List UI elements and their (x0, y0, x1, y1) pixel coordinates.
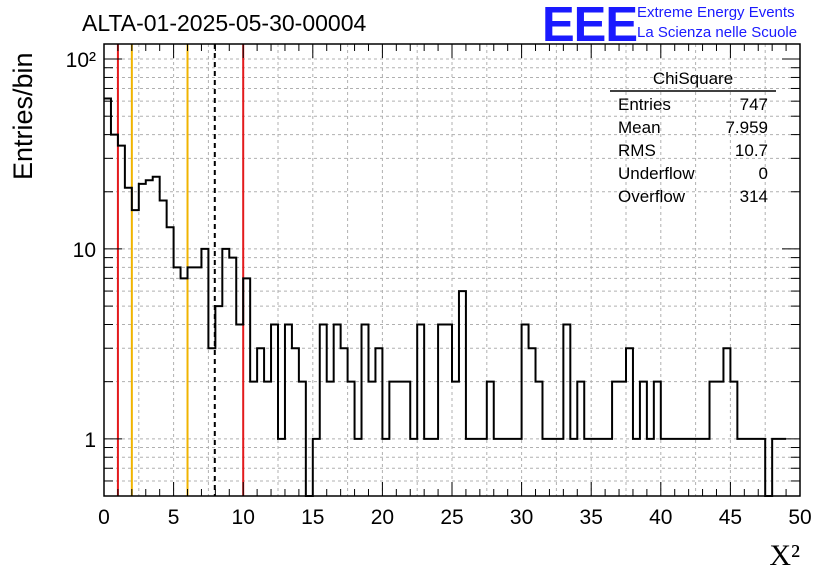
x-tick-label: 5 (168, 506, 180, 529)
x-tick-label: 45 (719, 506, 742, 529)
x-tick-label: 0 (98, 506, 110, 529)
y-tick-label: 10 (73, 239, 96, 262)
stats-box: ChiSquare Entries 747 Mean 7.959 RMS 10.7 Under… (610, 69, 776, 206)
stats-label: Underflow (618, 164, 695, 183)
stats-label: Overflow (618, 187, 686, 206)
stats-label: RMS (618, 141, 656, 160)
x-tick-labels: 0 5 10 15 20 25 30 35 40 45 50 (98, 506, 812, 529)
eee-logo: EEE (542, 0, 638, 52)
axis-ticks (103, 44, 801, 496)
logo-tagline-2: La Scienza nelle Scuole (637, 24, 798, 41)
x-tick-label: 30 (510, 506, 533, 529)
stats-value: 10.7 (735, 141, 768, 160)
stats-value: 0 (759, 164, 768, 183)
stats-title: ChiSquare (653, 69, 733, 88)
x-tick-label: 50 (788, 506, 811, 529)
y-axis-label: Entries/bin (8, 52, 38, 180)
stats-label: Mean (618, 118, 661, 137)
logo-tagline-1: Extreme Energy Events (637, 4, 795, 21)
x-tick-label: 15 (301, 506, 324, 529)
stats-value: 747 (740, 95, 768, 114)
x-tick-label: 20 (371, 506, 394, 529)
x-tick-label: 10 (232, 506, 255, 529)
y-tick-label: 10² (66, 49, 96, 72)
x-tick-label: 35 (580, 506, 603, 529)
y-tick-labels: 1 10 10² (66, 49, 96, 452)
stats-label: Entries (618, 95, 671, 114)
chart-title: ALTA-01-2025-05-30-00004 (82, 10, 367, 36)
x-axis-label: X² (769, 539, 800, 572)
stats-value: 314 (740, 187, 768, 206)
y-tick-label: 1 (84, 429, 96, 452)
x-tick-label: 25 (440, 506, 463, 529)
x-tick-label: 40 (649, 506, 672, 529)
histogram-outline (104, 97, 787, 497)
stats-value: 7.959 (725, 118, 768, 137)
